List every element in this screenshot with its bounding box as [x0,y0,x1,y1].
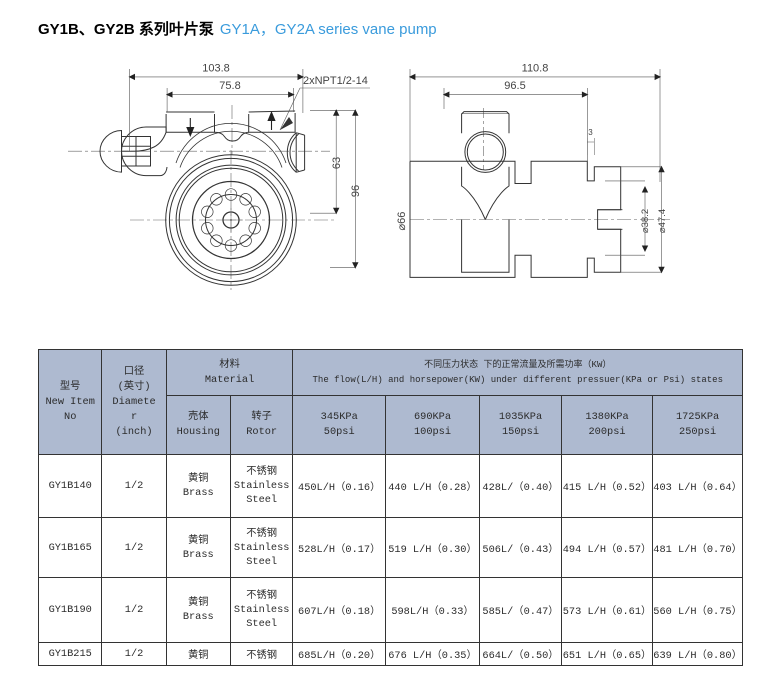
svg-text:96.5: 96.5 [504,80,525,92]
svg-text:63: 63 [331,157,343,169]
svg-text:110.8: 110.8 [522,63,549,75]
svg-text:2xNPT1/2-14: 2xNPT1/2-14 [303,75,368,87]
svg-text:103.8: 103.8 [202,63,230,75]
svg-text:75.8: 75.8 [219,80,240,92]
svg-text:⌀66: ⌀66 [396,212,408,231]
svg-text:3: 3 [588,128,593,137]
svg-text:⌀38.2: ⌀38.2 [640,209,651,233]
svg-text:⌀47.4: ⌀47.4 [657,209,668,233]
svg-text:96: 96 [350,185,362,197]
